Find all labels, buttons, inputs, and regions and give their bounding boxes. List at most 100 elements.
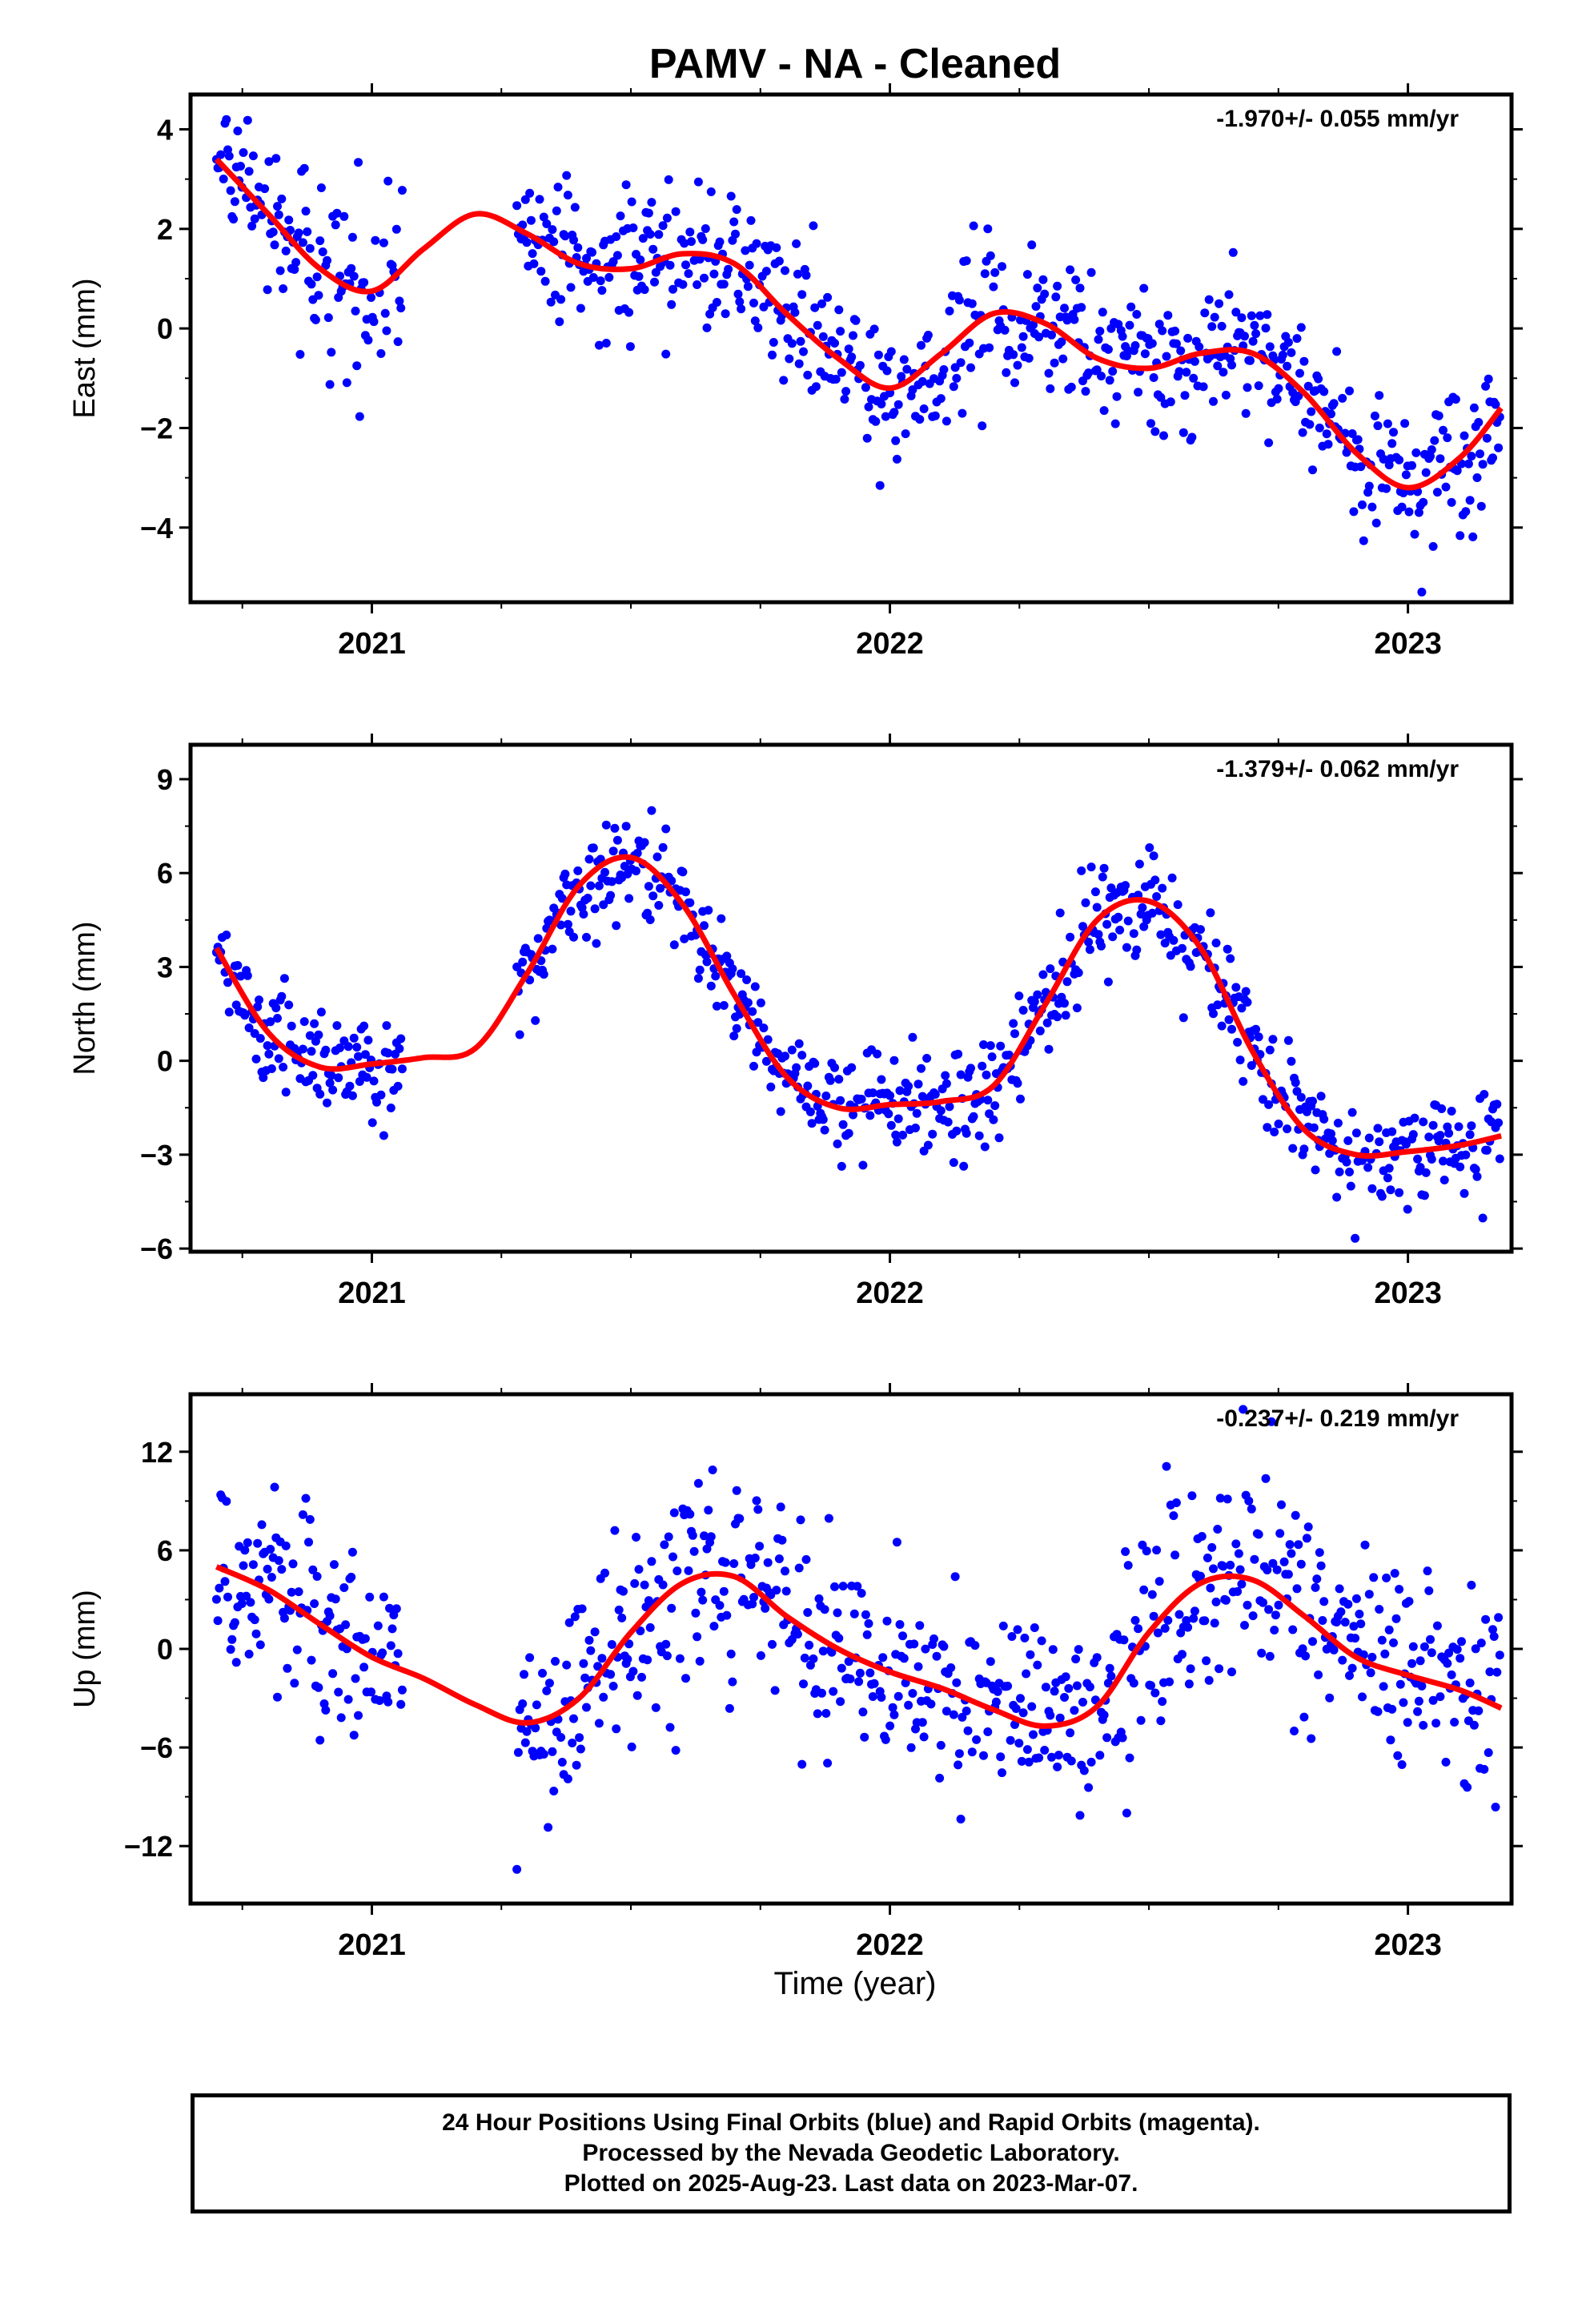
north-data-point [681,887,690,897]
east-data-point [1373,421,1383,431]
east-data-point [1105,376,1114,385]
up-data-point [310,1599,319,1608]
east-data-point [1182,368,1191,377]
north-data-point [857,1095,866,1104]
north-data-point [837,1161,846,1171]
north-data-point [1309,1123,1319,1132]
east-data-point [247,221,257,231]
up-data-point [1380,1649,1390,1659]
north-data-point [1472,1172,1482,1181]
east-data-point [1095,327,1105,336]
east-data-point [1060,304,1069,313]
up-data-point [617,1613,627,1622]
up-data-point [935,1773,945,1783]
east-data-point [797,290,807,300]
east-data-point [923,331,933,340]
east-data-point [376,349,386,358]
east-data-point [1419,497,1428,507]
up-data-point [305,1514,315,1524]
up-data-point [719,1586,729,1596]
north-data-point [263,1041,272,1051]
east-data-point [1158,326,1167,336]
north-data-point [1461,1150,1471,1160]
east-data-point [628,223,638,232]
east-data-point [342,378,351,388]
up-data-point [942,1707,951,1716]
east-data-point [864,402,873,412]
panel-east: −4 −2 0 2 4 2021 2022 2023 -1.970+/- 0.055 mm/y… [68,83,1523,661]
north-frame [188,742,1514,1254]
east-data-point [792,239,801,248]
east-data-point [1126,302,1136,312]
up-data-point [1358,1692,1367,1702]
up-data-point [575,1733,584,1743]
north-data-point [805,1107,815,1116]
up-data-point [315,1735,325,1745]
north-data-point [1495,1154,1504,1164]
up-data-point [1118,1733,1127,1743]
east-data-point [1292,334,1302,344]
east-data-point [1243,383,1252,392]
east-data-point [316,183,326,192]
up-data-point [725,1703,734,1713]
up-data-point [688,1530,697,1540]
up-data-point [1492,1667,1502,1677]
north-data-point [643,908,652,918]
north-data-point [913,1080,923,1089]
north-data-point [1099,863,1109,873]
east-data-point [882,366,892,376]
east-data-point [222,115,231,124]
up-data-point [274,1556,283,1566]
north-data-point [321,1045,331,1055]
up-data-point [1450,1718,1460,1727]
east-data-point [1447,497,1456,507]
east-data-point [1139,283,1149,293]
north-data-point [1004,1050,1014,1059]
east-data-point [529,259,539,268]
up-data-point [954,1749,964,1759]
north-data-point [873,1049,882,1059]
east-data-point [1097,372,1106,381]
north-data-point [362,1072,371,1082]
north-data-point [621,822,631,831]
north-data-point [943,1117,953,1127]
up-data-point [1158,1697,1167,1707]
north-data-point [656,883,665,893]
up-data-point [270,1482,279,1492]
east-y-tick-label: −2 [140,412,173,444]
east-data-point [1125,320,1134,330]
north-data-point [1138,903,1147,912]
north-data-point [1227,1024,1236,1034]
east-data-point [706,187,716,196]
up-data-point [681,1674,690,1683]
north-x-tick-label: 2021 [338,1277,406,1310]
east-data-point [347,263,356,273]
east-data-point [1180,391,1190,400]
up-data-point [748,1599,757,1609]
up-data-point [1403,1718,1412,1727]
north-data-point [652,852,662,862]
north-data-point [1263,1123,1272,1132]
up-data-point [544,1679,554,1688]
up-data-point [821,1709,831,1718]
up-data-point [1007,1632,1017,1641]
up-data-point [1103,1679,1113,1688]
east-data-point [695,255,705,264]
up-data-point [1271,1610,1280,1620]
up-data-point [336,1713,346,1723]
east-data-point [813,320,822,330]
north-data-point [979,1040,988,1049]
north-data-point [797,1051,807,1060]
up-data-point [1247,1504,1256,1514]
east-data-point [1404,507,1414,517]
up-data-point [1086,1757,1096,1767]
east-data-point [1491,400,1500,409]
north-data-point [244,1023,254,1032]
up-data-point [967,1747,977,1757]
up-data-point [1335,1584,1344,1594]
north-data-point [966,1063,975,1073]
up-data-point [257,1520,267,1530]
up-data-point [1169,1511,1178,1521]
east-data-point [1467,452,1476,461]
east-data-point [396,304,406,313]
